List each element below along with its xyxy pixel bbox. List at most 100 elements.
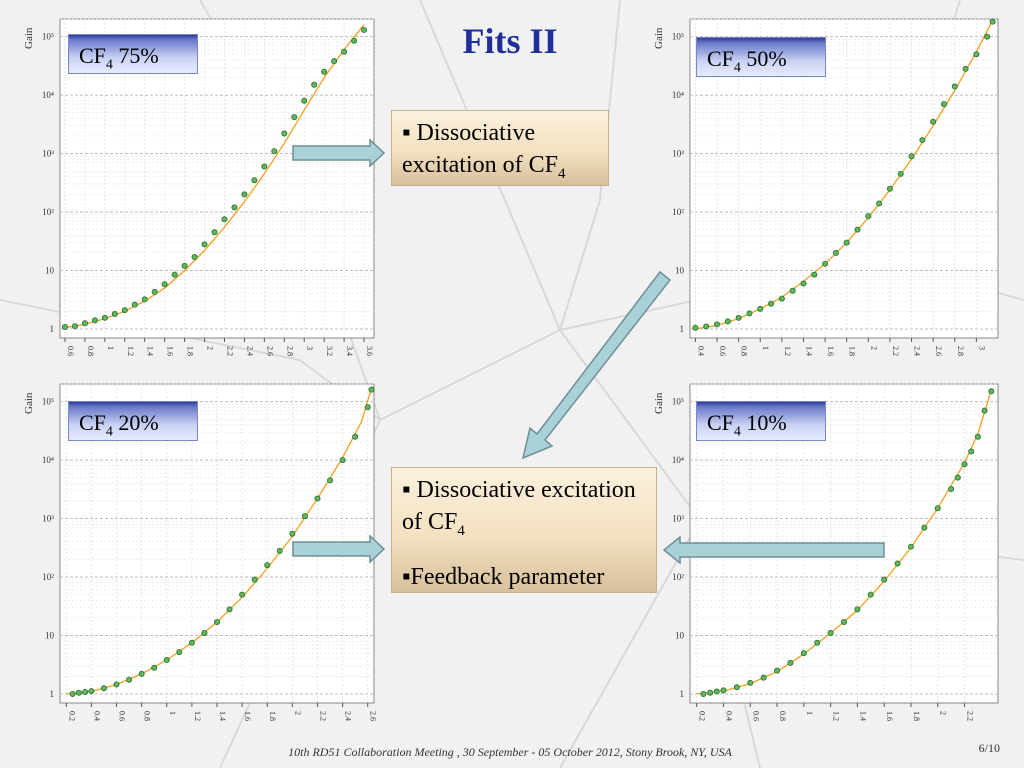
data-point: [226, 606, 233, 613]
data-point: [854, 606, 861, 613]
chart-label-text: CF: [707, 410, 734, 435]
x-tick-label: 1: [168, 711, 177, 715]
y-tick-label: 10²: [42, 572, 54, 582]
data-point: [930, 118, 937, 125]
data-point: [81, 320, 88, 327]
data-point: [82, 688, 89, 695]
data-point: [974, 433, 981, 440]
x-tick-label: 1.8: [186, 346, 195, 356]
x-tick-label: 0.8: [740, 346, 749, 356]
data-point: [951, 83, 958, 90]
x-tick-label: 3.6: [365, 346, 374, 356]
data-point: [774, 667, 781, 674]
x-tick-label: 1.6: [243, 711, 252, 721]
data-point: [264, 562, 271, 569]
arrow-right-bottom: [292, 534, 386, 564]
y-axis-label: Gain: [23, 27, 35, 49]
data-point: [894, 560, 901, 567]
data-point: [201, 630, 208, 637]
y-tick-label: 10³: [42, 149, 54, 159]
chart-label-text: 4: [105, 57, 113, 73]
x-tick-label: 2.2: [318, 711, 327, 721]
data-point: [91, 317, 98, 324]
y-tick-label: 10⁴: [42, 455, 54, 465]
data-point: [201, 241, 208, 248]
chart-label-2: CF4 50%: [696, 37, 826, 77]
chart-label-text: 20%: [112, 410, 159, 435]
chart-label-3: CF4 20%: [68, 401, 198, 441]
data-point: [876, 200, 883, 207]
x-tick-label: 0.6: [66, 346, 75, 356]
x-tick-label: 1.2: [783, 346, 792, 356]
x-tick-label: 1.4: [218, 711, 227, 721]
y-tick-label: 10⁵: [42, 397, 54, 407]
data-point: [301, 513, 308, 520]
data-point: [176, 649, 183, 656]
data-point: [213, 619, 220, 626]
arrow-right-top: [292, 138, 386, 168]
data-point: [69, 690, 76, 697]
data-point: [151, 288, 158, 295]
data-point: [341, 48, 348, 55]
data-point: [251, 177, 258, 184]
x-tick-label: 1: [761, 346, 770, 350]
data-point: [981, 407, 988, 414]
data-point: [787, 659, 794, 666]
x-tick-label: 1.2: [832, 711, 841, 721]
gain-chart-2: 0.4 0.6 0.8 1 1.2 1.4 1.6 1.8 2 2.2 2.4 2.6 2.8 3 1 10 1…: [653, 18, 999, 375]
y-tick-label: 10⁴: [672, 455, 684, 465]
data-point: [800, 280, 807, 287]
arrow-left-bottom: [662, 535, 885, 565]
data-point: [907, 543, 914, 550]
chart-label-text: CF: [79, 43, 106, 68]
data-point: [811, 271, 818, 278]
data-point: [75, 689, 82, 696]
y-tick-label: 10: [45, 265, 55, 275]
data-point: [61, 323, 68, 330]
data-point: [141, 296, 148, 303]
data-point: [131, 301, 138, 308]
x-tick-label: 3: [305, 346, 314, 350]
y-tick-label: 10⁵: [42, 32, 54, 42]
x-tick-label: 2.6: [934, 346, 943, 356]
data-point: [733, 684, 740, 691]
x-tick-label: 1.8: [848, 346, 857, 356]
data-point: [800, 650, 807, 657]
data-point: [163, 657, 170, 664]
data-point: [364, 404, 371, 411]
x-tick-label: 1.6: [166, 346, 175, 356]
data-point: [735, 314, 742, 321]
x-tick-label: 0.4: [724, 711, 733, 721]
data-point: [908, 153, 915, 160]
y-tick-label: 10⁵: [672, 32, 684, 42]
y-tick-label: 10⁵: [672, 397, 684, 407]
x-tick-label: 0.8: [86, 346, 95, 356]
x-tick-label: 2.8: [956, 346, 965, 356]
x-tick-label: 1: [106, 346, 115, 350]
y-axis-label: Gain: [653, 392, 665, 414]
chart-label-text: CF: [79, 410, 106, 435]
page-number: 6/10: [978, 741, 1000, 755]
chart-label-text: 75%: [112, 43, 159, 68]
chart-label-text: 4: [105, 424, 113, 440]
y-tick-label: 1: [680, 689, 685, 699]
data-point: [814, 639, 821, 646]
data-point: [707, 689, 714, 696]
data-point: [973, 51, 980, 58]
data-point: [314, 495, 321, 502]
x-tick-label: 0.2: [698, 711, 707, 721]
x-tick-label: 2: [939, 711, 948, 715]
data-point: [126, 676, 133, 683]
data-point: [181, 262, 188, 269]
x-tick-label: 1.8: [912, 711, 921, 721]
x-tick-label: 1: [805, 711, 814, 715]
data-point: [151, 664, 158, 671]
data-point: [713, 688, 720, 695]
data-point: [720, 687, 727, 694]
slide-title: Fits II: [462, 21, 558, 61]
y-tick-label: 10⁴: [672, 90, 684, 100]
chart-label-4: CF4 10%: [696, 401, 826, 441]
data-point: [760, 674, 767, 681]
x-tick-label: 2.6: [369, 711, 378, 721]
